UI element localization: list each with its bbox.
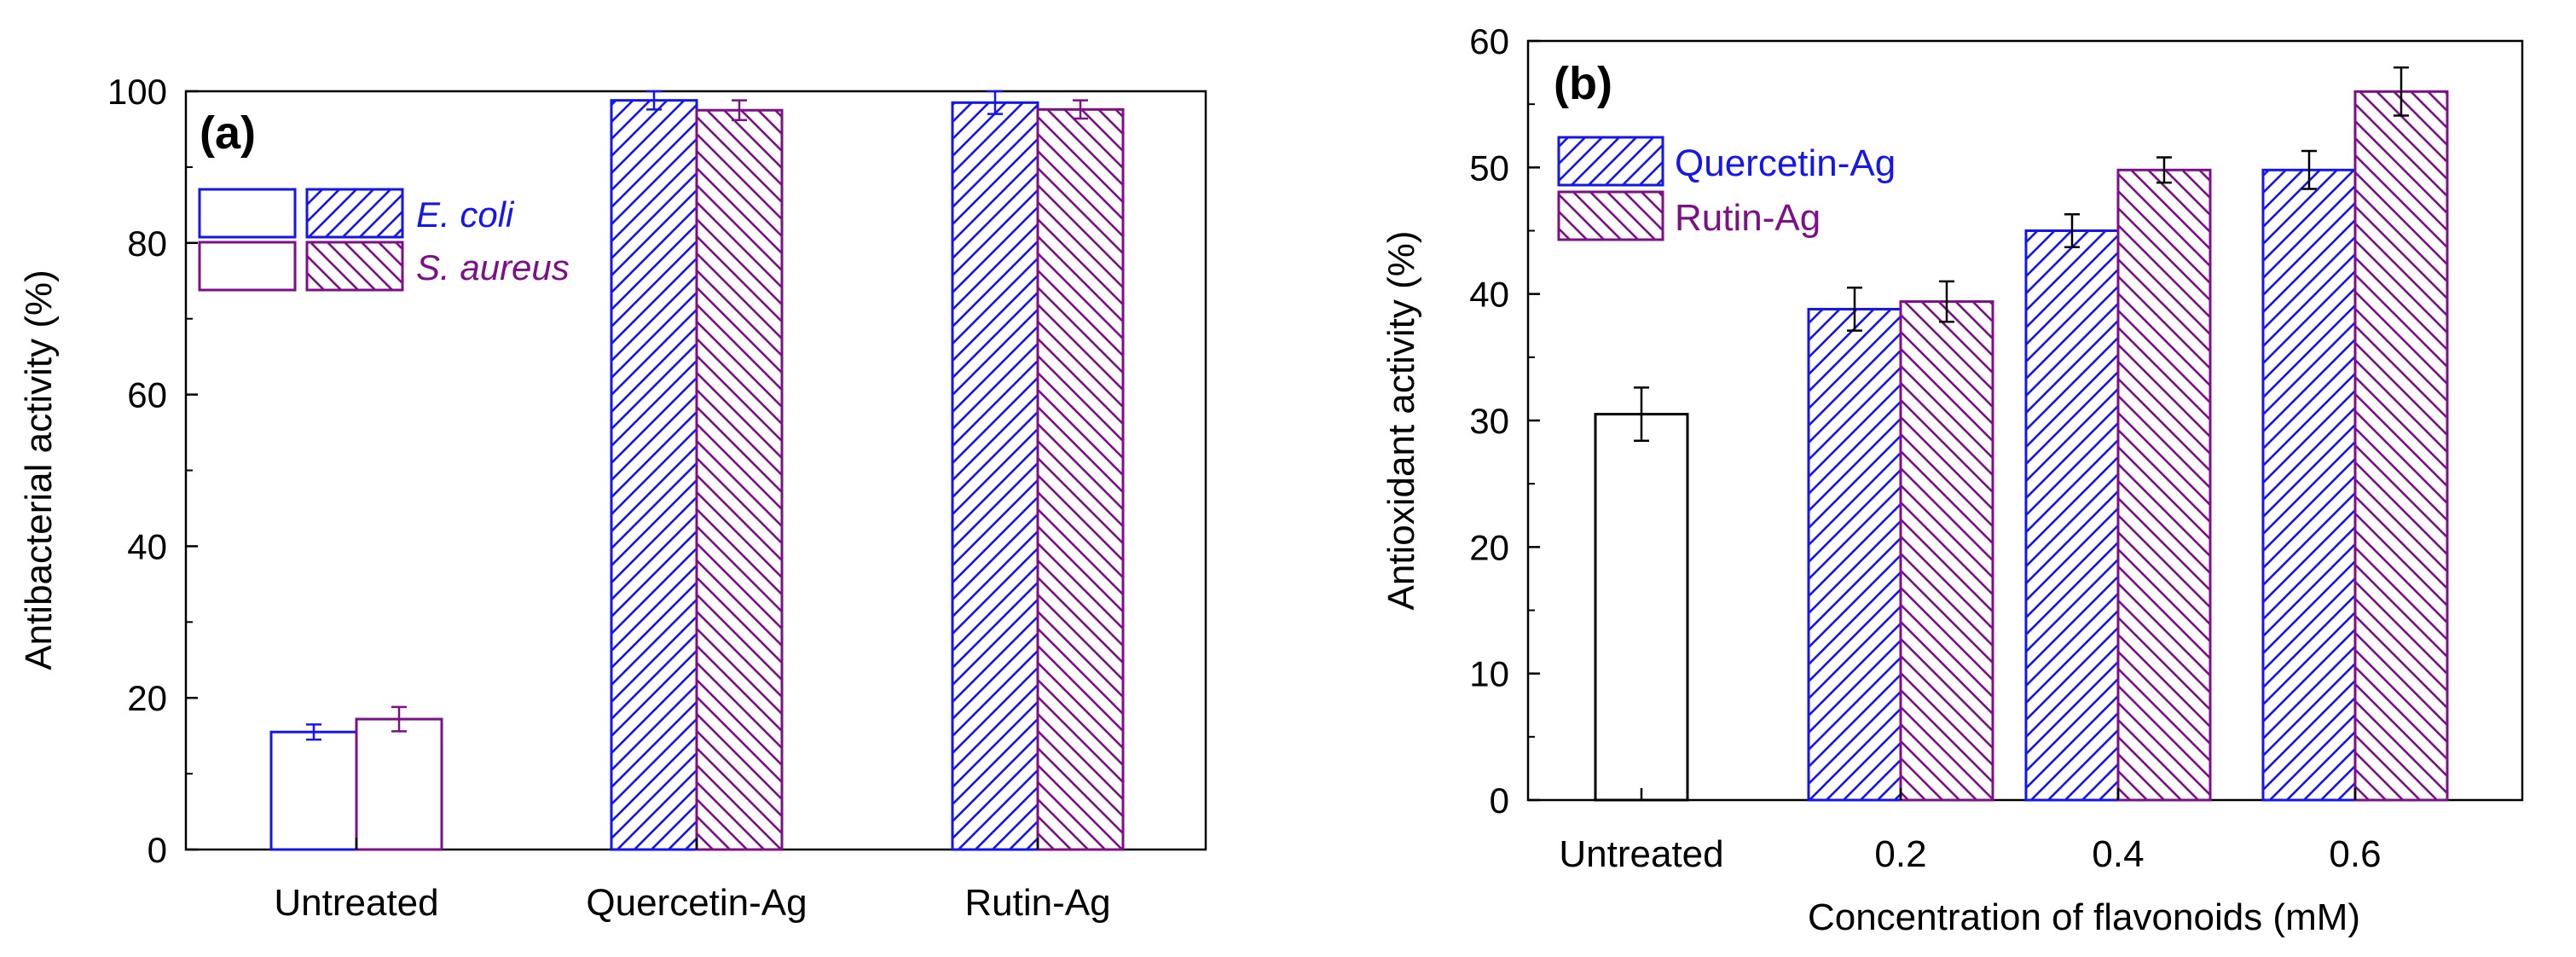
bar: [695, 108, 784, 851]
legend-swatch-hatched: [1557, 190, 1664, 241]
y-tick-label: 50: [1469, 148, 1509, 188]
bar: [610, 99, 698, 851]
x-tick-label: 0.4: [2092, 833, 2144, 875]
x-tick-label: Rutin-Ag: [964, 882, 1110, 924]
y-tick-label: 0: [148, 830, 167, 870]
y-tick-label: 40: [127, 526, 167, 566]
y-tick-label: 80: [127, 223, 167, 264]
y-tick-label: 0: [1490, 780, 1509, 821]
x-tick-label: 0.6: [2329, 833, 2381, 875]
x-tick-label: Untreated: [1559, 833, 1723, 875]
y-tick-label: 20: [127, 678, 167, 718]
bar: [269, 730, 358, 851]
x-tick-label: 0.2: [1874, 833, 1926, 875]
y-tick-label: 10: [1469, 654, 1509, 694]
panel-label: (a): [200, 107, 256, 159]
legend-label: Quercetin-Ag: [1675, 142, 1896, 184]
y-tick-label: 20: [1469, 527, 1509, 567]
y-axis-label: Antibacterial activity (%): [18, 270, 60, 670]
legend-swatch-hatched: [305, 241, 404, 292]
y-tick-label: 40: [1469, 275, 1509, 315]
panel-a-chart: 0 20 40 60 80 100 Untreated Quercetin-Ag Rutin-A…: [18, 72, 1207, 924]
x-tick-label: Quercetin-Ag: [586, 882, 807, 924]
legend-swatch-hatched: [1557, 136, 1664, 187]
bar: [1807, 307, 1902, 802]
bar: [1594, 413, 1689, 802]
bar: [2353, 90, 2449, 802]
panel-b-chart: 0 10 20 30 40 50 60 Untreated 0.2 0.4 0.6 Concentra…: [1381, 21, 2524, 938]
panel-label: (b): [1554, 58, 1612, 109]
legend-label: S. aureus: [416, 247, 570, 287]
legend-swatch-hatched: [305, 188, 404, 239]
y-axis-label: Antioxidant activity (%): [1381, 230, 1422, 610]
bar: [2116, 168, 2212, 802]
bar: [951, 101, 1039, 851]
bar: [1899, 300, 1994, 802]
y-tick-label: 60: [1469, 21, 1509, 61]
legend-swatch-open: [198, 241, 297, 292]
legend-label: Rutin-Ag: [1675, 197, 1821, 239]
y-tick-label: 30: [1469, 401, 1509, 441]
legend-swatch-open: [198, 188, 297, 239]
y-tick-label: 100: [107, 72, 167, 112]
bar: [2024, 229, 2120, 802]
bar: [2261, 168, 2357, 802]
legend-label: E. coli: [416, 194, 515, 235]
bar: [1036, 107, 1125, 851]
y-tick-label: 60: [127, 375, 167, 415]
x-tick-label: Untreated: [274, 882, 438, 924]
x-axis-label: Concentration of flavonoids (mM): [1808, 896, 2360, 938]
bar: [355, 717, 443, 851]
